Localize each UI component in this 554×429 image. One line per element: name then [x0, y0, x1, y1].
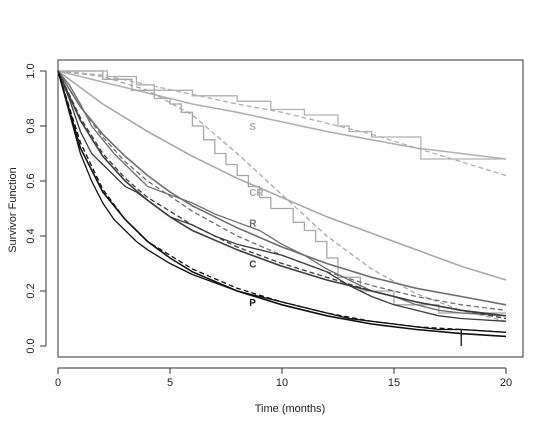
y-tick-label: 0.2	[25, 283, 37, 298]
series-label-c: C	[249, 260, 256, 271]
series-r-fitted-curve	[57, 70, 507, 306]
series-s-fitted-curve	[57, 70, 507, 160]
x-tick-label: 15	[388, 377, 400, 389]
y-tick-label: 1.0	[25, 63, 37, 78]
series-c-km-step	[57, 70, 507, 322]
y-tick-label: 0.8	[25, 118, 37, 133]
series-label-s: S	[249, 122, 256, 133]
series-c-dashed-curve	[57, 70, 507, 320]
plot-frame	[57, 59, 524, 358]
y-axis-title: Survivor Function	[7, 167, 19, 253]
series-label-cr: CR	[249, 188, 264, 199]
x-tick-label: 0	[55, 377, 61, 389]
series-p-km-step	[57, 70, 507, 346]
plot-area: S CR R C P	[57, 70, 507, 346]
series-s-km-step	[58, 70, 506, 160]
series-c-fitted-curve	[57, 70, 507, 317]
series-cr-dashed-curve	[57, 70, 507, 322]
x-tick-label: 20	[500, 377, 512, 389]
y-tick-label: 0.6	[25, 173, 37, 188]
x-tick-label: 10	[276, 377, 288, 389]
series-label-r: R	[249, 218, 257, 229]
x-tick-label: 5	[167, 377, 173, 389]
series-label-p: P	[249, 298, 256, 309]
axes: 0 5 10 15 20 0.0 0.2 0.4 0.6 0.8 1.0	[25, 63, 512, 389]
x-axis-title: Time (months)	[255, 403, 326, 415]
y-tick-label: 0.4	[25, 228, 37, 243]
series-cr-fitted-curve	[57, 70, 507, 281]
series-s-dashed-curve	[57, 70, 507, 177]
y-tick-label: 0.0	[25, 338, 37, 353]
series-p-fitted-curve	[57, 70, 507, 338]
